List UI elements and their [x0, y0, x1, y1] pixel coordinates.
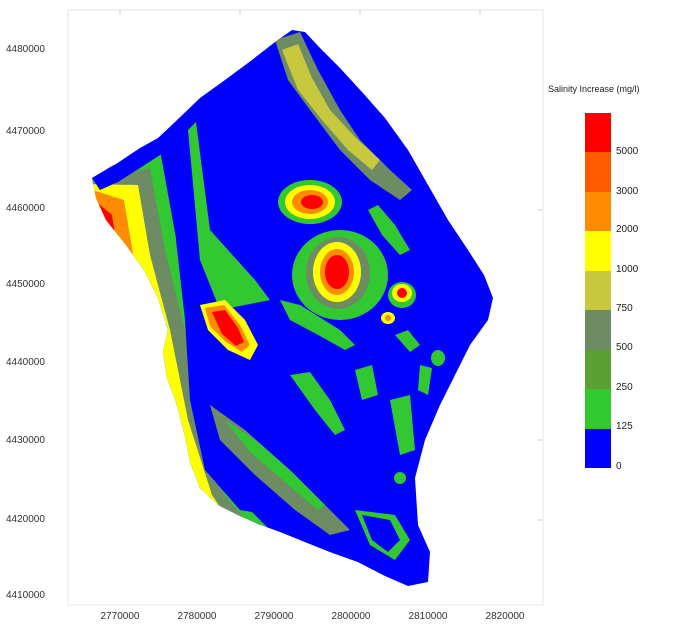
legend-title: Salinity Increase (mg/l) — [548, 84, 640, 94]
hotspot-east — [381, 282, 416, 324]
x-tick-label: 2780000 — [177, 611, 217, 622]
tick-marks — [119, 10, 543, 521]
legend-label: 500 — [616, 342, 633, 353]
legend-swatch — [585, 428, 611, 468]
x-tick-label: 2770000 — [100, 611, 140, 622]
x-tick-label: 2820000 — [485, 611, 525, 622]
legend-swatch — [585, 389, 611, 429]
legend-color-bar — [585, 113, 611, 468]
y-tick-label: 4460000 — [6, 203, 45, 214]
x-tick-label: 2800000 — [331, 611, 371, 622]
x-tick-label: 2790000 — [254, 611, 294, 622]
legend-label: 250 — [616, 382, 633, 393]
legend-swatch — [585, 270, 611, 311]
legend-swatch — [585, 349, 611, 390]
legend-swatch — [585, 231, 611, 271]
legend-label: 2000 — [616, 224, 639, 235]
legend-swatch — [585, 152, 611, 192]
nw-blue-lobe — [92, 128, 178, 190]
green-streaks — [280, 205, 445, 484]
hotspot-central — [292, 230, 388, 320]
hotspot-west — [200, 300, 258, 360]
y-tick-label: 4430000 — [6, 435, 45, 446]
legend-label: 0 — [616, 461, 622, 472]
legend-label: 750 — [616, 303, 633, 314]
legend-label: 5000 — [616, 146, 639, 157]
y-tick-label: 4480000 — [6, 44, 45, 55]
y-tick-label: 4420000 — [6, 514, 45, 525]
x-tick-label: 2810000 — [408, 611, 448, 622]
legend-swatch — [585, 310, 611, 350]
y-tick-label: 4470000 — [6, 126, 45, 137]
legend-swatch-top — [585, 113, 611, 153]
legend-swatch — [585, 191, 611, 232]
legend-label: 3000 — [616, 186, 639, 197]
legend-label: 1000 — [616, 264, 639, 275]
plot-frame — [67, 9, 544, 606]
legend-label: 125 — [616, 421, 633, 432]
hotspot-upper — [278, 180, 342, 224]
y-tick-label: 4440000 — [6, 357, 45, 368]
y-tick-label: 4450000 — [6, 279, 45, 290]
y-tick-label: 4410000 — [6, 590, 45, 601]
